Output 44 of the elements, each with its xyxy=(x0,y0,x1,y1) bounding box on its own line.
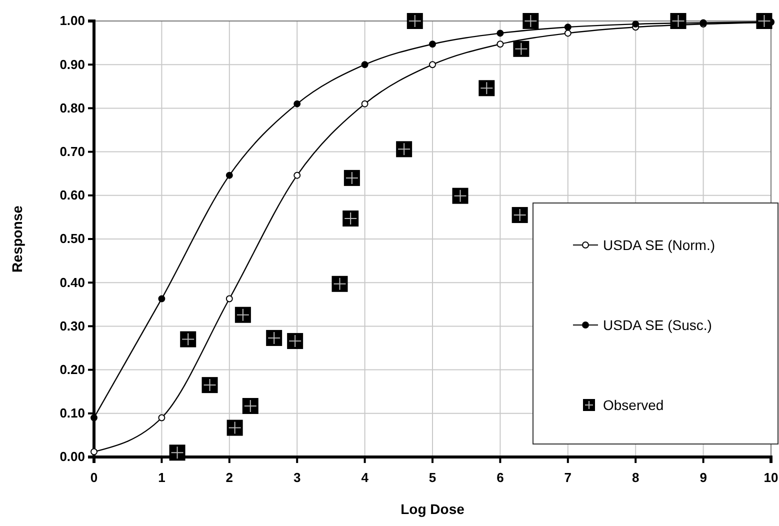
x-tick-label: 2 xyxy=(226,470,234,486)
legend-label: USDA SE (Susc.) xyxy=(603,317,712,333)
x-tick-label: 4 xyxy=(361,470,370,486)
y-tick-label: 0.20 xyxy=(60,362,85,377)
point xyxy=(632,20,640,28)
x-tick-label: 9 xyxy=(700,470,707,486)
y-tick-label: 0.40 xyxy=(60,274,85,290)
point xyxy=(361,61,368,68)
point xyxy=(90,448,98,456)
x-tick-label: 0 xyxy=(90,470,98,486)
x-tick-label: 10 xyxy=(764,470,778,486)
point xyxy=(564,24,572,31)
x-axis-title: Log Dose xyxy=(400,501,465,517)
y-tick-label: 1.00 xyxy=(60,13,85,28)
y-tick-label: 0.60 xyxy=(60,188,85,203)
point xyxy=(496,30,504,37)
point xyxy=(90,414,98,422)
point xyxy=(564,30,572,37)
point xyxy=(294,100,301,108)
x-tick-label: 6 xyxy=(496,470,504,486)
y-tick-label: 0.10 xyxy=(60,406,85,421)
point xyxy=(429,61,436,68)
y-tick-label: 0.70 xyxy=(60,144,85,159)
point xyxy=(361,100,368,108)
point xyxy=(158,414,166,422)
y-tick-label: 0.90 xyxy=(60,56,85,72)
x-tick-label: 3 xyxy=(293,470,301,486)
legend-label: USDA SE (Norm.) xyxy=(603,237,716,253)
y-tick-label: 0.30 xyxy=(60,318,85,334)
y-axis-title: Response xyxy=(9,205,25,272)
y-tick-label: 0.80 xyxy=(60,100,85,116)
y-tick-label: 0.00 xyxy=(60,449,85,464)
x-tick-label: 7 xyxy=(564,470,572,486)
point xyxy=(294,172,301,179)
y-tick-label: 0.50 xyxy=(60,231,85,246)
point xyxy=(496,40,504,48)
legend-label: Observed xyxy=(603,397,664,413)
point xyxy=(429,40,436,48)
point xyxy=(158,295,166,302)
x-tick-label: 1 xyxy=(158,470,166,486)
x-tick-label: 8 xyxy=(632,470,640,486)
x-tick-label: 5 xyxy=(428,470,436,486)
point xyxy=(226,295,233,302)
point xyxy=(226,172,233,179)
